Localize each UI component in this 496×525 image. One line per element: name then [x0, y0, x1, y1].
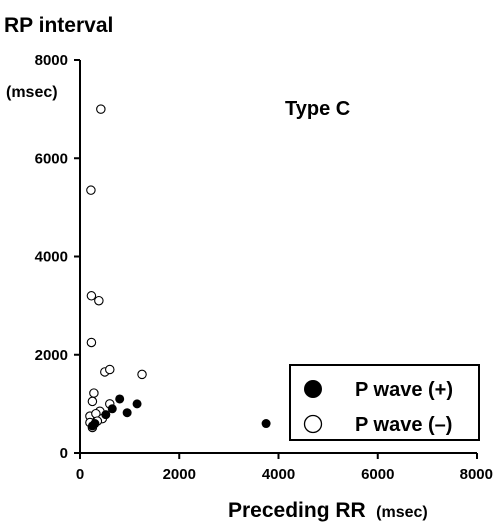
data-points [85, 104, 271, 433]
x-axis-unit: (msec) [376, 504, 428, 521]
legend-filled-marker-icon [304, 380, 322, 398]
x-axis-title-group: Preceding RR (msec) [228, 499, 428, 522]
x-tick-label: 8000 [460, 466, 493, 483]
data-point-p-wave-positive [132, 399, 142, 409]
data-point-p-wave-negative [89, 388, 99, 398]
data-point-p-wave-negative [86, 185, 96, 195]
x-axis-title: Preceding RR [228, 499, 366, 522]
x-ticks: 0 2000 4000 6000 8000 [76, 453, 493, 483]
data-point-p-wave-negative [86, 337, 97, 348]
data-point-p-wave-negative [86, 291, 97, 301]
y-axis-unit: (msec) [6, 84, 58, 101]
x-tick-label: 2000 [163, 466, 196, 483]
y-ticks: 0 2000 4000 6000 8000 [35, 52, 80, 462]
legend-label-p-wave-negative: P wave (–) [355, 414, 452, 436]
y-tick-label: 8000 [35, 52, 68, 69]
data-point-p-wave-positive [261, 419, 271, 429]
y-axis-title: RP interval [4, 14, 113, 37]
legend: P wave (+) P wave (–) [289, 364, 480, 441]
legend-box [289, 364, 480, 441]
data-point-p-wave-positive [90, 419, 100, 429]
data-point-p-wave-negative [87, 396, 98, 407]
data-point-p-wave-positive [122, 408, 132, 418]
legend-label-p-wave-positive: P wave (+) [355, 379, 453, 401]
legend-open-marker-icon [303, 414, 323, 434]
data-point-p-wave-negative [94, 295, 104, 306]
x-tick-label: 6000 [361, 466, 394, 483]
data-point-p-wave-negative [96, 104, 106, 114]
y-tick-label: 2000 [35, 347, 68, 364]
y-tick-label: 0 [60, 445, 68, 462]
chart-annotation: Type C [285, 98, 350, 120]
x-tick-label: 4000 [262, 466, 295, 483]
y-tick-label: 4000 [35, 249, 68, 266]
data-point-p-wave-negative [137, 369, 147, 380]
x-tick-label: 0 [76, 466, 84, 483]
y-tick-label: 6000 [35, 150, 68, 167]
data-point-p-wave-positive [107, 404, 117, 414]
data-point-p-wave-positive [101, 410, 111, 420]
data-point-p-wave-positive [115, 394, 125, 404]
data-point-p-wave-negative [105, 364, 115, 375]
